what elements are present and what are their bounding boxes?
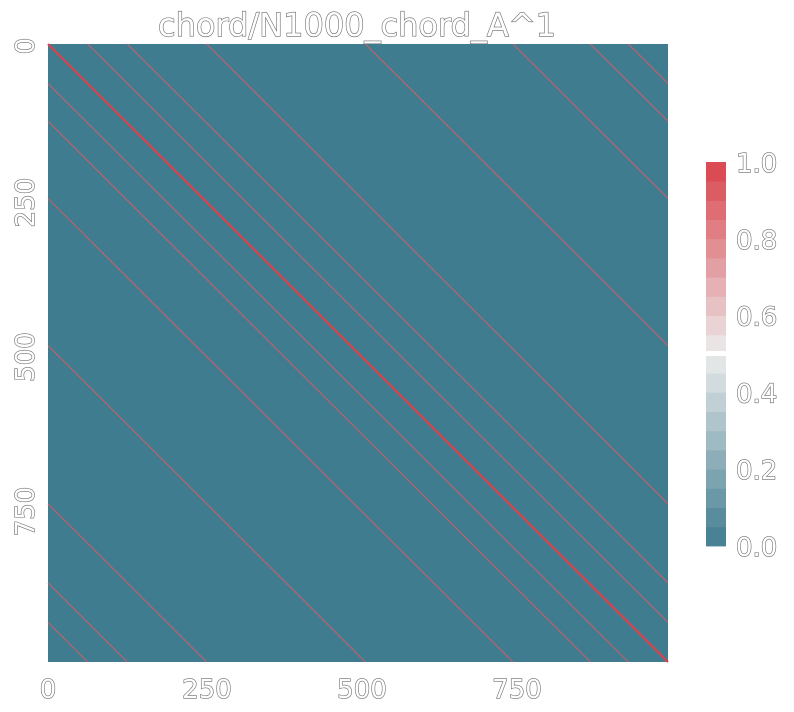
colorbar-segment xyxy=(706,354,726,374)
colorbar-tick-label: 0.6 xyxy=(736,303,777,333)
colorbar-segment xyxy=(706,450,726,470)
chord-band-875-1 xyxy=(47,120,591,663)
colorbar-segment xyxy=(706,373,726,393)
colorbar-segment xyxy=(706,219,726,240)
colorbar-segment xyxy=(706,277,726,297)
x-tick-label: 500 xyxy=(337,675,387,705)
chord-band-64-1 xyxy=(47,622,89,663)
chord-band-750-0 xyxy=(512,43,669,199)
colorbar-tick-label: 1.0 xyxy=(736,149,777,179)
chord-band-512-0 xyxy=(365,43,669,347)
colorbar-gap xyxy=(706,351,726,356)
chord-band-750-1 xyxy=(47,198,514,663)
chord-band-128-1 xyxy=(47,582,128,663)
colorbar-segment xyxy=(706,296,726,316)
colorbar: 0.0 0.2 0.4 0.6 0.8 1.0 xyxy=(706,148,778,564)
x-tick-label: 250 xyxy=(182,675,232,705)
y-tick-label: 0 xyxy=(11,38,41,55)
chord-band-936-1 xyxy=(47,83,629,663)
y-tick-label: 500 xyxy=(11,332,41,382)
heatmap-area xyxy=(47,43,669,663)
colorbar-segment xyxy=(706,200,726,220)
chord-band-64-0 xyxy=(87,43,669,623)
colorbar-tick-label: 0.2 xyxy=(736,456,777,486)
chord-band-512-1 xyxy=(47,345,366,663)
colorbar-tick-label: 0.4 xyxy=(736,379,777,409)
colorbar-segment xyxy=(706,181,726,201)
chord-band-936-0 xyxy=(627,43,669,84)
colorbar-segment xyxy=(706,526,726,547)
colorbar-segment xyxy=(706,507,726,528)
y-axis-ticks: 0 250 500 750 xyxy=(10,37,41,537)
chord-band-256-0 xyxy=(206,43,669,505)
y-tick-label: 750 xyxy=(11,487,41,537)
colorbar-segment xyxy=(706,411,726,432)
y-tick-label: 250 xyxy=(11,178,41,228)
colorbar-segment xyxy=(706,469,726,489)
x-tick-label: 0 xyxy=(40,675,57,705)
colorbar-segment xyxy=(706,238,726,259)
colorbar-segment xyxy=(706,488,726,508)
chart-title: chord/N1000_chord_A^1 xyxy=(158,6,556,44)
chord-band-256-1 xyxy=(47,503,208,663)
colorbar-segment xyxy=(706,392,726,412)
colorbar-tick-label: 0.0 xyxy=(736,533,777,563)
colorbar-segment xyxy=(706,430,726,451)
colorbar-segment xyxy=(706,162,726,182)
diagonal-band xyxy=(47,43,669,663)
colorbar-segment xyxy=(706,258,726,278)
x-axis-ticks: 0 250 500 750 xyxy=(39,674,542,705)
colorbar-segment xyxy=(706,334,726,355)
colorbar-segment xyxy=(706,315,726,336)
chord-band-128-0 xyxy=(126,43,669,584)
x-tick-label: 750 xyxy=(492,675,542,705)
chord-band-875-0 xyxy=(590,43,669,122)
colorbar-tick-label: 0.8 xyxy=(736,226,777,256)
